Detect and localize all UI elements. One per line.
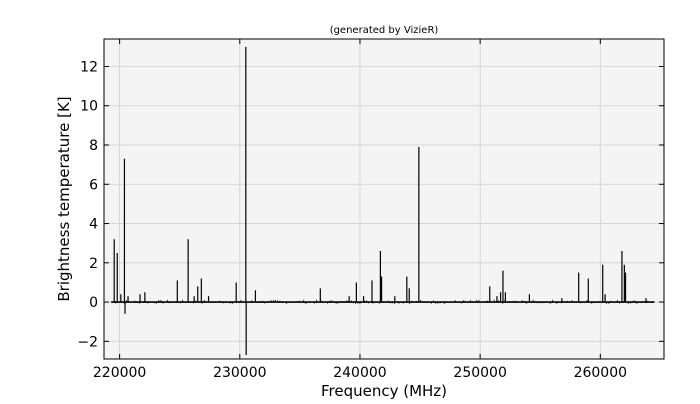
y-tick-label: 6 — [89, 177, 98, 193]
y-tick-label: 12 — [80, 59, 98, 75]
data-layer — [110, 46, 655, 356]
y-tick-label: 8 — [89, 138, 98, 154]
plot-frame — [103, 38, 665, 360]
y-tick-label: 10 — [80, 99, 98, 115]
y-tick-label: 0 — [89, 295, 98, 311]
grid-layer — [104, 39, 664, 359]
y-tick-label: −2 — [77, 334, 98, 350]
x-axis-label: Frequency (MHz) — [321, 382, 447, 400]
chart-title: (generated by VizieR) — [330, 25, 439, 36]
x-tick-label: 240000 — [333, 365, 386, 381]
x-tick-label: 260000 — [574, 365, 627, 381]
x-tick-label: 220000 — [93, 365, 146, 381]
tick-layer: 220000 230000 240000 250000 260000 −2 0 2 4 6 8 10 1… — [77, 39, 664, 381]
y-tick-label: 4 — [89, 217, 98, 233]
y-axis-label: Brightness temperature [K] — [55, 96, 73, 301]
plot-background — [104, 39, 664, 359]
y-tick-label: 2 — [89, 256, 98, 272]
x-tick-label: 250000 — [453, 365, 506, 381]
x-tick-label: 230000 — [213, 365, 266, 381]
